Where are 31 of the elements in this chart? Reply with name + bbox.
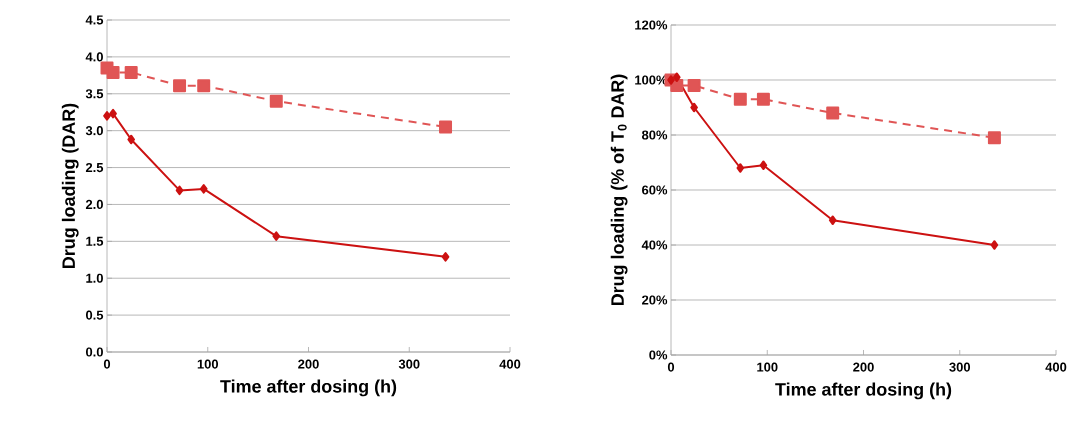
y-tick-label: 4.0 bbox=[85, 52, 103, 62]
y-tick-label: 80% bbox=[641, 130, 668, 140]
y-tick-label: 1.0 bbox=[86, 273, 103, 283]
x-tick-label: 300 bbox=[398, 359, 420, 369]
y-tick-label: 2.0 bbox=[85, 199, 103, 210]
y-tick-label: 40% bbox=[641, 240, 668, 250]
y-tick-label: 0.5 bbox=[86, 310, 104, 320]
x-tick-label: 400 bbox=[499, 359, 521, 369]
y-axis-title: Drug loading (% of T$_{0}$ DAR) bbox=[610, 74, 628, 306]
x-tick-label: 400 bbox=[1045, 362, 1067, 372]
y-tick-label: 20% bbox=[642, 295, 668, 305]
y-tick-label: 0.0 bbox=[86, 347, 103, 357]
y-tick-label: 3.5 bbox=[85, 89, 104, 99]
x-tick-label: 200 bbox=[853, 362, 874, 372]
y-tick-label: 2.5 bbox=[85, 162, 104, 173]
y-tick-label: 100% bbox=[635, 75, 668, 85]
y-tick-label: 120% bbox=[635, 20, 668, 30]
x-tick-label: 100 bbox=[197, 359, 219, 369]
x-tick-label: 0 bbox=[103, 359, 111, 369]
y-tick-label: 3.0 bbox=[85, 126, 103, 136]
y-tick-label: 60% bbox=[642, 185, 668, 195]
x-tick-label: 200 bbox=[298, 359, 319, 369]
x-tick-label: 300 bbox=[949, 362, 971, 372]
x-tick-label: 100 bbox=[757, 362, 778, 372]
y-tick-label: 0% bbox=[649, 350, 668, 360]
y-axis-title: Drug loading (DAR) bbox=[61, 103, 79, 268]
y-tick-label: 1.5 bbox=[86, 236, 104, 246]
y-tick-label: 4.5 bbox=[85, 15, 104, 25]
x-axis-title: Time after dosing (h) bbox=[220, 379, 397, 397]
x-axis-title: Time after dosing (h) bbox=[775, 382, 952, 400]
x-tick-label: 0 bbox=[667, 362, 675, 372]
